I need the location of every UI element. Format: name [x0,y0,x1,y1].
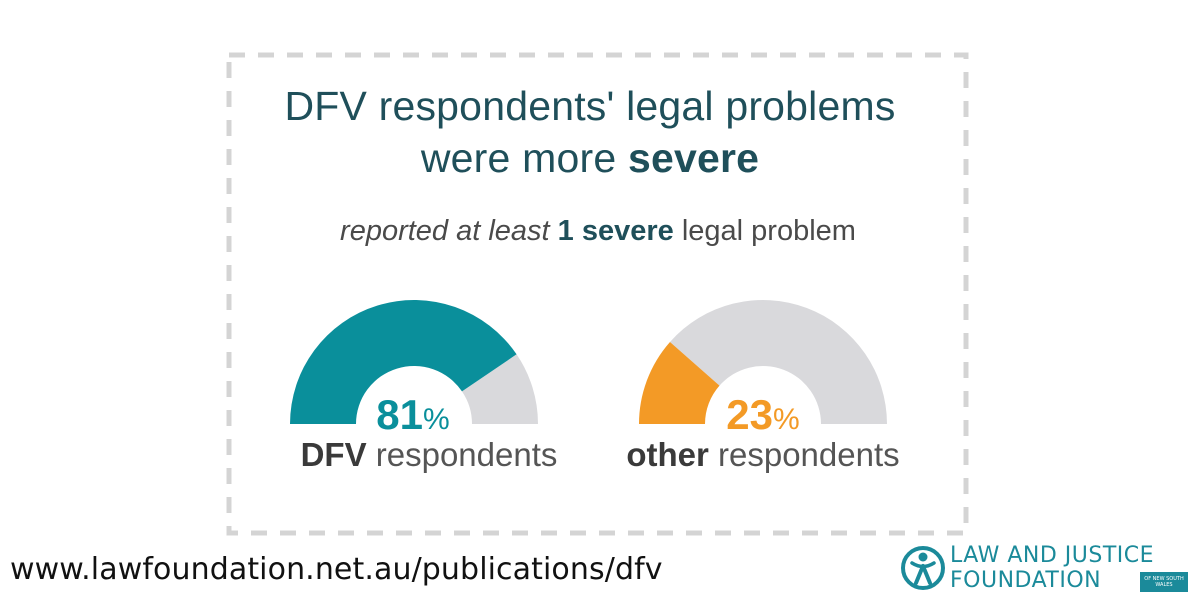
gauge-value-percent-sign: % [773,403,800,436]
chart-title-emphasis: severe [627,135,760,181]
gauge-label-other: other respondents [593,436,933,474]
subtitle-emphasis: 1 severe [557,215,674,247]
gauge-track [669,300,887,424]
person-ribbon-icon [901,546,945,590]
gauge-label-rest: respondents [366,436,558,473]
chart-title-line1: DFV respondents' legal problems [0,82,1180,130]
gauge-value-dfv: 81% [313,393,513,442]
gauge-label-bold: other [626,436,709,473]
logo-subtitle: OF NEW SOUTH WALES [1140,572,1188,592]
gauge-label-rest: respondents [708,436,900,473]
gauge-label-bold: DFV [300,436,367,473]
gauge-fill [290,300,517,424]
subtitle-suffix: legal problem [673,215,856,247]
gauge-value-number: 23 [726,391,774,438]
logo-title-line1: LAW AND JUSTICE [950,543,1155,568]
gauge-dfv-respondents [290,300,538,424]
chart-title-line2: were more severe [0,134,1180,182]
source-url[interactable]: www.lawfoundation.net.au/publications/df… [10,552,663,587]
gauge-value-number: 81 [376,391,424,438]
chart-title-prefix: were more [420,135,628,181]
logo-title-line2: FOUNDATION [950,568,1102,593]
gauge-value-percent-sign: % [423,403,450,436]
law-and-justice-foundation-logo: LAW AND JUSTICE FOUNDATION OF NEW SOUTH … [900,540,1192,596]
gauge-value-other: 23% [663,393,863,442]
chart-title-text: DFV respondents' legal problems [284,83,896,129]
gauge-label-dfv: DFV respondents [259,436,599,474]
subtitle-prefix: reported at least [340,215,558,247]
chart-subtitle: reported at least 1 severe legal problem [0,215,1196,248]
gauge-other-respondents [639,300,887,424]
gauge-fill [639,341,720,424]
gauge-track [461,354,538,424]
